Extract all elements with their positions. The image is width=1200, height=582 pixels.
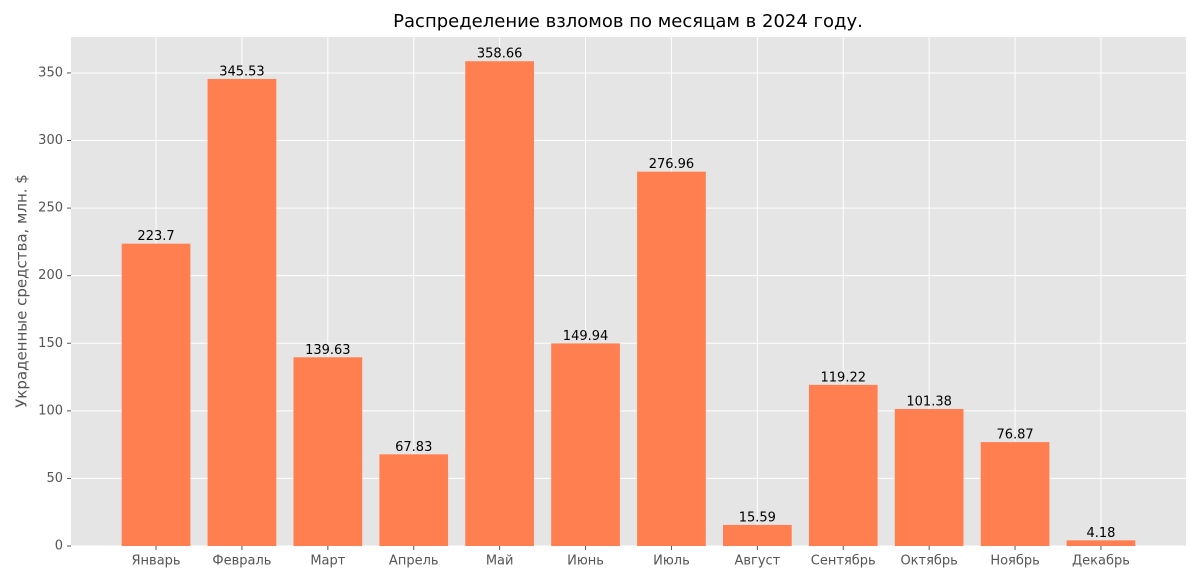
bar <box>465 61 535 547</box>
value-label: 67.83 <box>395 440 432 455</box>
value-label: 149.94 <box>563 329 609 344</box>
bar <box>980 442 1050 546</box>
value-label: 119.22 <box>821 370 867 385</box>
y-tick-label: 350 <box>38 65 63 80</box>
x-tick-label: Июль <box>653 554 690 569</box>
value-label: 223.7 <box>137 229 174 244</box>
x-tick-label: Август <box>734 554 780 569</box>
value-label: 76.87 <box>996 428 1033 443</box>
value-label: 101.38 <box>906 394 952 409</box>
bar <box>637 171 706 546</box>
x-tick-label: Июнь <box>567 554 604 569</box>
y-tick-label: 250 <box>38 201 63 216</box>
bar <box>121 243 191 546</box>
bar <box>207 78 277 546</box>
bar <box>808 384 878 546</box>
x-tick-label: Май <box>486 554 514 569</box>
bar <box>722 524 792 546</box>
y-tick-label: 0 <box>55 539 63 554</box>
y-tick-label: 300 <box>38 133 63 148</box>
value-label: 4.18 <box>1086 526 1115 541</box>
x-tick-label: Март <box>310 554 345 569</box>
value-label: 358.66 <box>477 47 523 62</box>
value-label: 139.63 <box>305 343 351 358</box>
x-tick-label: Сентябрь <box>811 554 876 569</box>
x-tick-label: Январь <box>132 554 181 569</box>
value-label: 276.96 <box>649 157 695 172</box>
bar <box>293 357 363 546</box>
y-tick-label: 200 <box>38 268 63 283</box>
x-tick-label: Апрель <box>389 554 439 569</box>
value-label: 345.53 <box>219 64 265 79</box>
x-tick-label: Февраль <box>212 554 271 569</box>
bar <box>894 408 964 546</box>
x-tick-label: Октябрь <box>900 554 957 569</box>
y-tick-label: 50 <box>46 471 63 486</box>
y-axis-label: Украденные средства, млн. $ <box>13 174 31 408</box>
chart-title: Распределение взломов по месяцам в 2024 … <box>393 11 863 32</box>
bar <box>1066 540 1136 546</box>
bar <box>379 454 449 546</box>
bar <box>551 343 620 546</box>
y-tick-label: 100 <box>38 403 63 418</box>
x-tick-label: Ноябрь <box>990 554 1039 569</box>
y-tick-label: 150 <box>38 336 63 351</box>
x-tick-label: Декабрь <box>1072 554 1130 569</box>
value-label: 15.59 <box>739 510 776 525</box>
